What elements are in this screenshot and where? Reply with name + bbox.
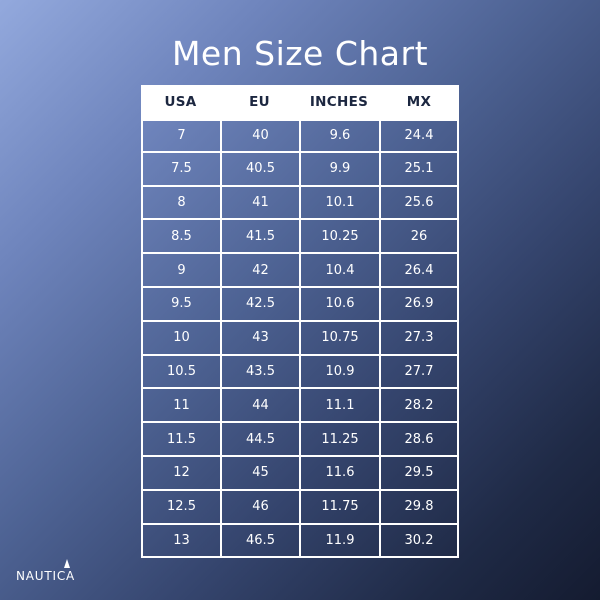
table-row: 11 44 11.1 28.2: [141, 389, 459, 424]
table-header: USA EU INCHES MX: [141, 85, 459, 119]
cell-eu: 45: [220, 456, 299, 491]
cell-eu: 41.5: [220, 220, 299, 255]
cell-mx: 26.4: [379, 254, 459, 288]
page-title: Men Size Chart: [171, 34, 429, 73]
cell-inches: 10.4: [299, 254, 379, 288]
cell-inches: 9.9: [299, 152, 379, 187]
cell-usa: 10: [141, 321, 220, 356]
cell-usa: 12: [141, 456, 220, 491]
brand-logo: NAUTICA: [16, 559, 76, 583]
cell-eu: 42: [220, 254, 299, 288]
cell-usa: 7.5: [141, 152, 220, 187]
cell-usa: 8: [141, 186, 220, 221]
cell-mx: 25.1: [379, 152, 459, 187]
cell-inches: 9.6: [299, 119, 379, 153]
cell-mx: 25.6: [379, 186, 459, 221]
cell-inches: 11.9: [299, 524, 379, 559]
cell-mx: 28.6: [379, 423, 459, 457]
cell-inches: 10.9: [299, 355, 379, 390]
column-header-mx: MX: [379, 85, 459, 119]
cell-mx: 24.4: [379, 119, 459, 153]
cell-usa: 11.5: [141, 423, 220, 457]
cell-usa: 10.5: [141, 355, 220, 390]
cell-eu: 43.5: [220, 355, 299, 390]
cell-usa: 12.5: [141, 490, 220, 525]
size-chart-table: USA EU INCHES MX 7 40 9.6 24.4 7.5 40.5 9.9 25.…: [141, 85, 459, 559]
table-row: 10.5 43.5 10.9 27.7: [141, 355, 459, 390]
cell-usa: 7: [141, 119, 220, 153]
cell-eu: 42.5: [220, 287, 299, 322]
cell-eu: 46: [220, 490, 299, 525]
table-row: 7.5 40.5 9.9 25.1: [141, 152, 459, 187]
cell-eu: 41: [220, 186, 299, 221]
cell-inches: 11.25: [299, 423, 379, 457]
cell-mx: 28.2: [379, 389, 459, 424]
cell-inches: 10.1: [299, 186, 379, 221]
table-row: 12.5 46 11.75 29.8: [141, 490, 459, 525]
cell-usa: 9: [141, 254, 220, 288]
cell-eu: 43: [220, 321, 299, 356]
table-body: 7 40 9.6 24.4 7.5 40.5 9.9 25.1 8 41 10.1 25.6 8.5 41…: [141, 119, 459, 559]
table-row: 9.5 42.5 10.6 26.9: [141, 287, 459, 322]
cell-eu: 44: [220, 389, 299, 424]
table-row: 8.5 41.5 10.25 26: [141, 220, 459, 255]
cell-mx: 26: [379, 220, 459, 255]
table-row: 7 40 9.6 24.4: [141, 119, 459, 153]
column-header-eu: EU: [220, 85, 299, 119]
table-row: 11.5 44.5 11.25 28.6: [141, 423, 459, 457]
sail-logo-icon: [64, 559, 70, 568]
table-row: 8 41 10.1 25.6: [141, 186, 459, 221]
cell-inches: 11.6: [299, 456, 379, 491]
cell-usa: 8.5: [141, 220, 220, 255]
cell-mx: 26.9: [379, 287, 459, 322]
header-row: USA EU INCHES MX: [141, 85, 459, 119]
column-header-usa: USA: [141, 85, 220, 119]
cell-mx: 27.3: [379, 321, 459, 356]
cell-mx: 29.5: [379, 456, 459, 491]
cell-usa: 9.5: [141, 287, 220, 322]
cell-mx: 27.7: [379, 355, 459, 390]
table-row: 12 45 11.6 29.5: [141, 456, 459, 491]
cell-inches: 10.75: [299, 321, 379, 356]
cell-inches: 10.6: [299, 287, 379, 322]
brand-name: NAUTICA: [16, 569, 76, 583]
cell-inches: 11.75: [299, 490, 379, 525]
table-row: 13 46.5 11.9 30.2: [141, 524, 459, 559]
cell-eu: 44.5: [220, 423, 299, 457]
cell-eu: 46.5: [220, 524, 299, 559]
table-row: 9 42 10.4 26.4: [141, 254, 459, 288]
column-header-inches: INCHES: [299, 85, 379, 119]
cell-mx: 30.2: [379, 524, 459, 559]
cell-inches: 11.1: [299, 389, 379, 424]
cell-usa: 13: [141, 524, 220, 559]
cell-mx: 29.8: [379, 490, 459, 525]
cell-inches: 10.25: [299, 220, 379, 255]
cell-usa: 11: [141, 389, 220, 424]
cell-eu: 40: [220, 119, 299, 153]
table-row: 10 43 10.75 27.3: [141, 321, 459, 356]
cell-eu: 40.5: [220, 152, 299, 187]
